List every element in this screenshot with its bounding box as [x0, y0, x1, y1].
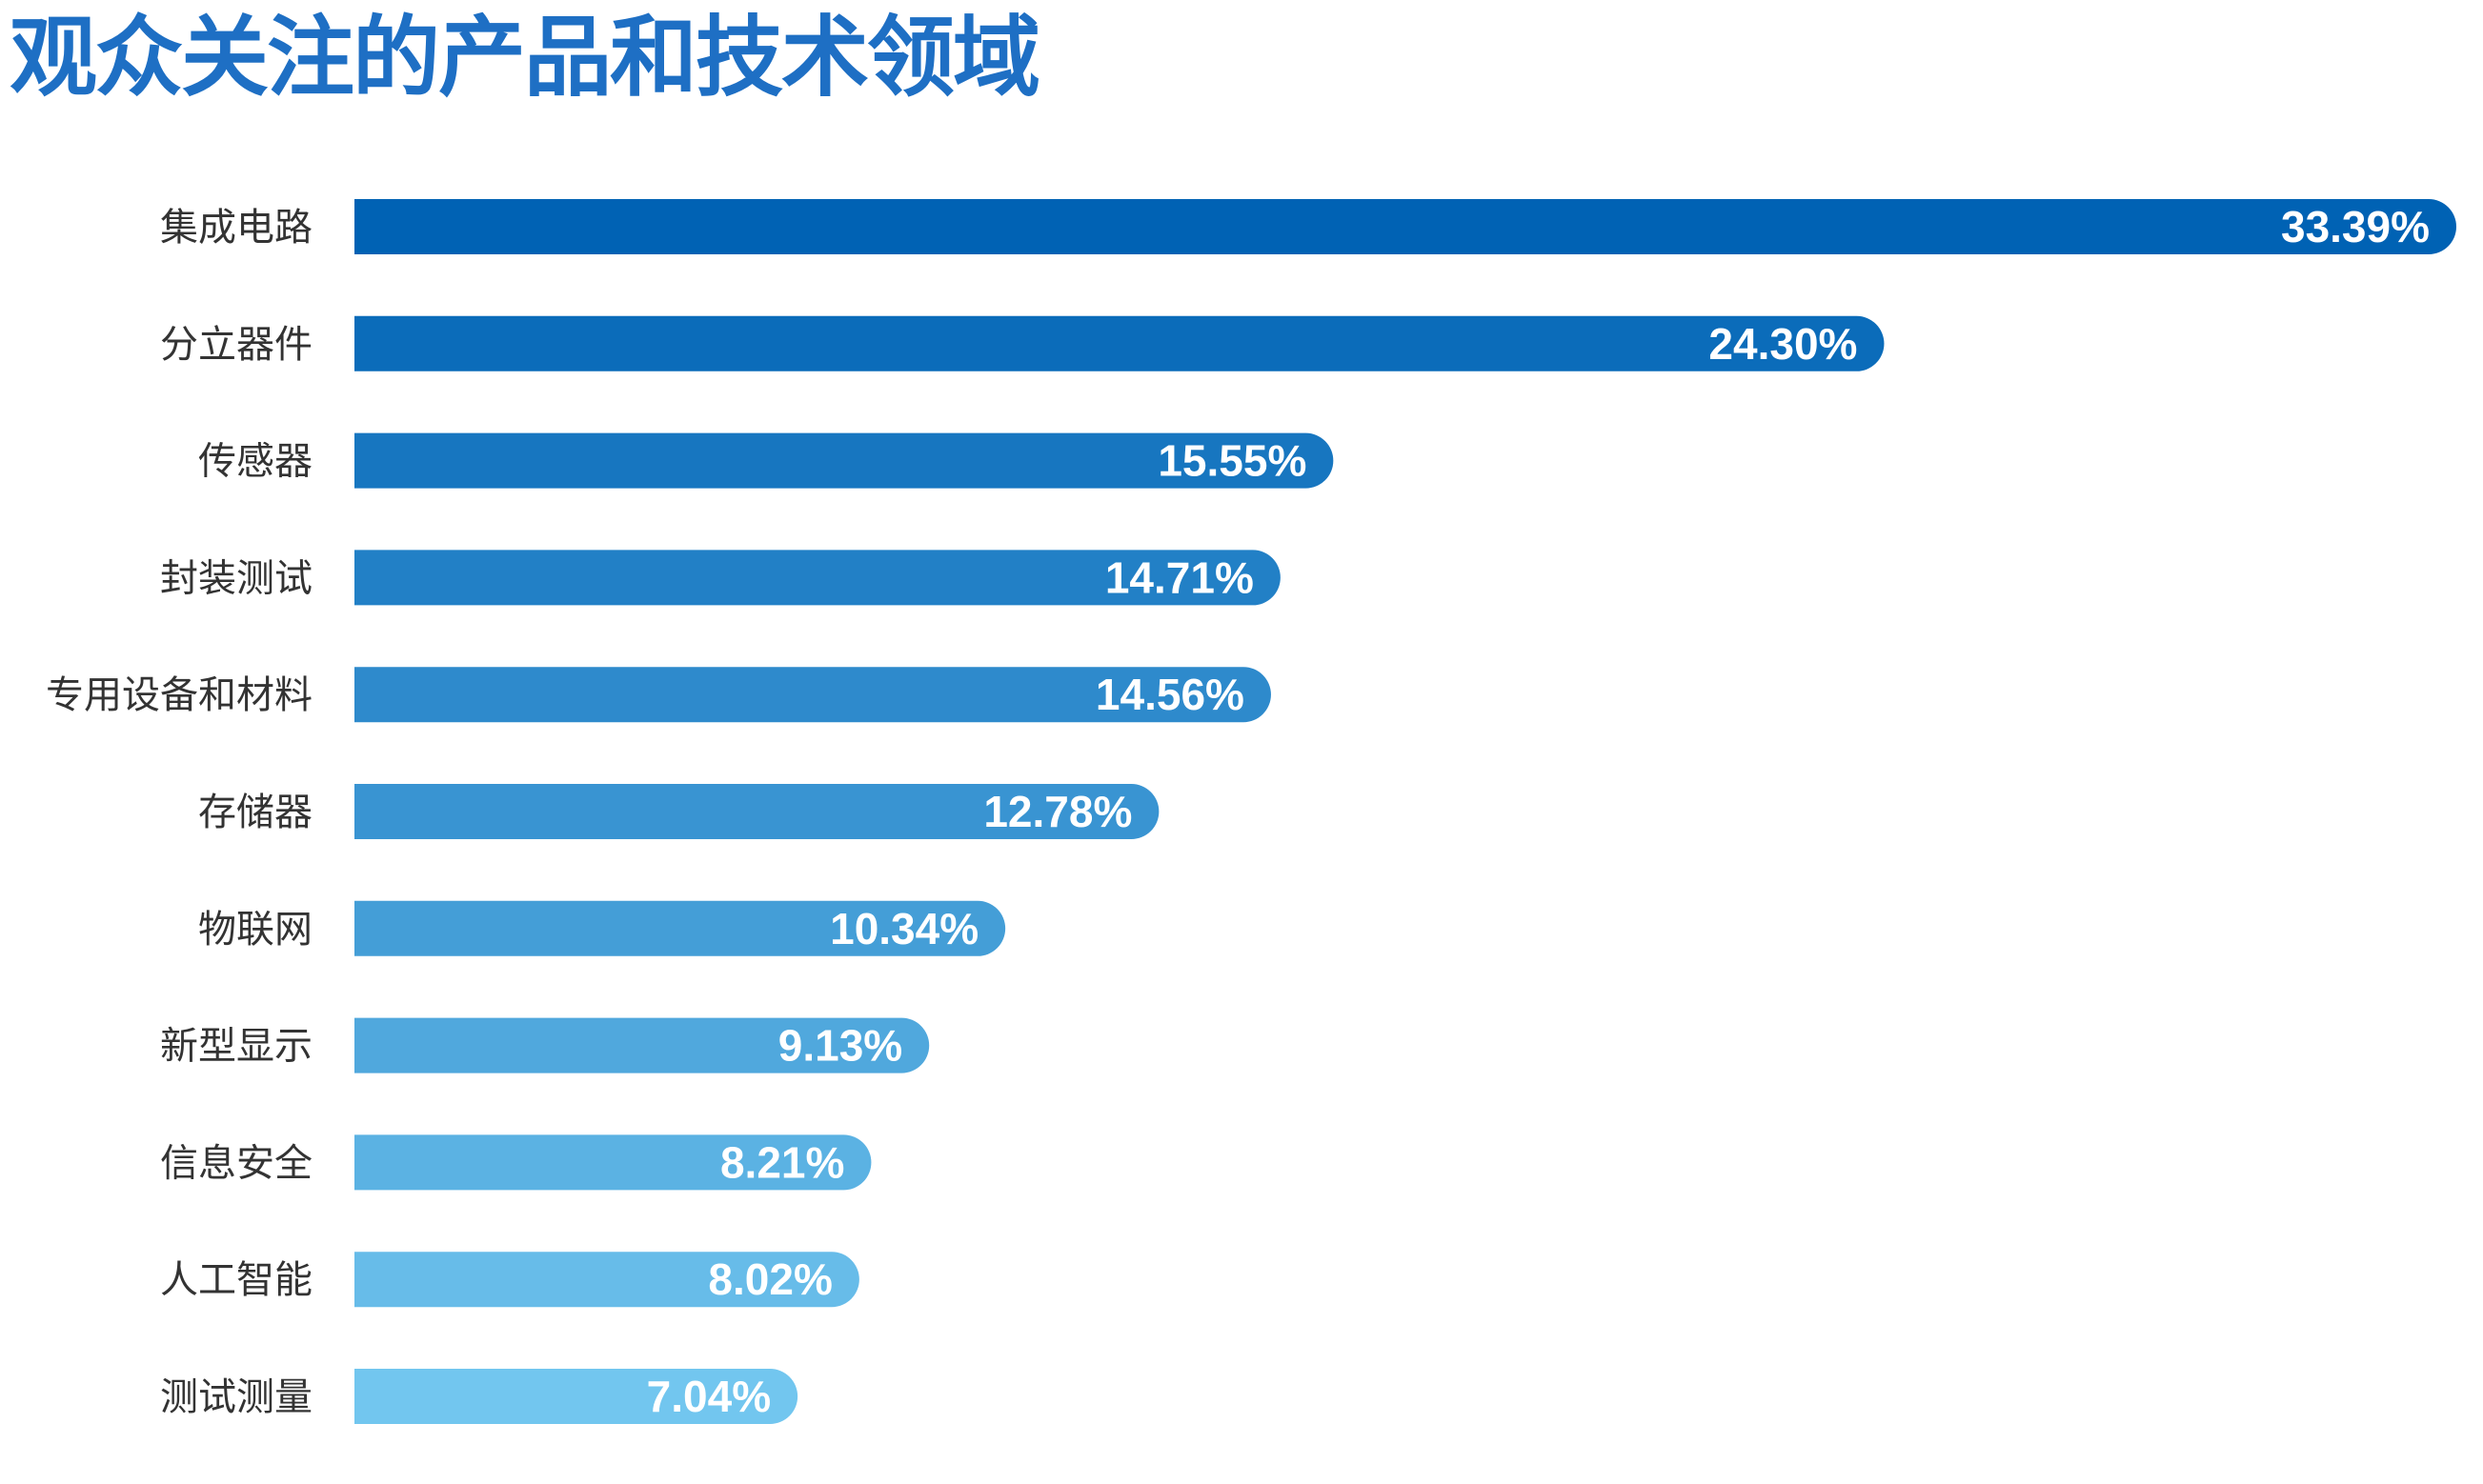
category-label: 专用设备和材料: [46, 673, 313, 717]
bars-group: [354, 199, 2456, 1424]
category-label: 分立器件: [160, 323, 313, 367]
category-label: 集成电路: [160, 206, 313, 250]
value-label: 15.55%: [1158, 436, 1306, 486]
category-label: 存储器: [198, 791, 313, 834]
category-label: 传感器: [198, 440, 313, 484]
bar: [354, 784, 1160, 839]
bar: [354, 1134, 872, 1191]
value-label: 14.56%: [1096, 670, 1244, 719]
value-label: 7.04%: [647, 1372, 771, 1421]
bar: [354, 432, 1334, 489]
value-label: 24.30%: [1708, 319, 1857, 369]
value-label: 8.21%: [720, 1137, 844, 1187]
bar: [354, 900, 1006, 956]
bar: [354, 667, 1271, 723]
bar: [354, 1252, 859, 1308]
value-labels-group: 33.39% 24.30% 15.55% 14.71% 14.56% 12.78% 10.3…: [647, 202, 2430, 1421]
category-labels-group: 集成电路分立器件传感器封装测试专用设备和材料存储器物联网新型显示信息安全人工智能…: [46, 206, 313, 1419]
bar: [354, 550, 1281, 606]
bar: [354, 1369, 798, 1424]
bar: [354, 199, 2456, 254]
category-label: 测试测量: [160, 1375, 313, 1419]
value-label: 8.02%: [708, 1254, 832, 1304]
category-label: 封装测试: [160, 556, 313, 600]
category-label: 物联网: [198, 908, 313, 952]
value-label: 10.34%: [830, 904, 979, 953]
category-label: 人工智能: [160, 1258, 313, 1302]
category-label: 信息安全: [160, 1141, 313, 1185]
category-label: 新型显示: [160, 1025, 313, 1069]
value-label: 14.71%: [1105, 552, 1254, 602]
bar: [354, 1017, 930, 1073]
chart-title: 观众关注的产品和技术领域: [10, 7, 1040, 109]
value-label: 9.13%: [778, 1021, 902, 1071]
bar: [354, 315, 1885, 371]
value-label: 33.39%: [2281, 202, 2430, 251]
value-label: 12.78%: [983, 787, 1132, 836]
